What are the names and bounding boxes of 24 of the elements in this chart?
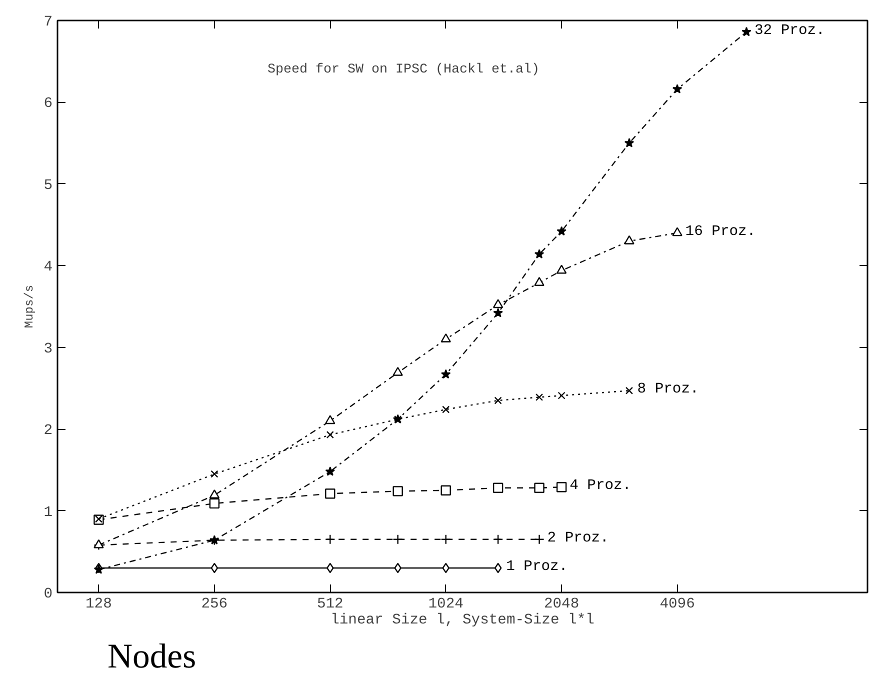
x-tick-label: 2048 (544, 596, 580, 612)
series-label: 8 Proz. (637, 382, 699, 398)
y-axis-title: Mups/s (22, 284, 37, 328)
y-tick-label: 0 (44, 586, 52, 602)
x-tick-label: 128 (86, 596, 112, 612)
x-axis-title: linear Size l, System-Size l*l (330, 612, 594, 628)
text: Speed for SW on IPSC (Hackl et.al) (268, 62, 540, 78)
series-label: 32 Proz. (754, 22, 825, 39)
y-tick-label: 7 (44, 14, 52, 30)
y-tick-label: 5 (44, 178, 52, 194)
y-tick-label: 3 (44, 341, 52, 358)
series-label: 2 Proz. (547, 530, 609, 546)
series-label: 16 Proz. (685, 224, 756, 240)
y-tick-label: 6 (44, 96, 52, 112)
x-tick-label: 256 (201, 596, 228, 612)
y-tick-label: 4 (44, 260, 53, 276)
series-label: 1 Proz. (506, 558, 568, 575)
series-label: 4 Proz. (570, 478, 632, 494)
x-tick-label: 4096 (660, 596, 695, 612)
y-tick-label: 1 (44, 504, 53, 521)
x-tick-label: 512 (316, 596, 344, 612)
x-tick-label: 1024 (428, 596, 464, 612)
y-tick-label: 2 (44, 423, 52, 440)
text: Nodes (108, 638, 196, 676)
